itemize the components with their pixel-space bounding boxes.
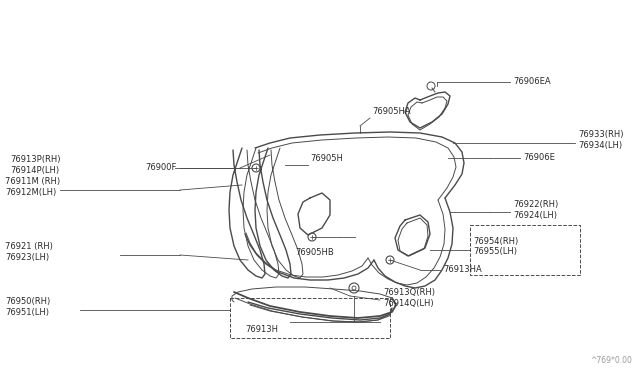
Text: 76906EA: 76906EA [513, 77, 550, 87]
Text: 76933(RH)
76934(LH): 76933(RH) 76934(LH) [578, 130, 623, 150]
Text: 76906E: 76906E [523, 154, 555, 163]
Text: 76905HB: 76905HB [295, 248, 333, 257]
Text: 76913P(RH)
76914P(LH): 76913P(RH) 76914P(LH) [10, 155, 61, 175]
Text: 76913HA: 76913HA [443, 266, 482, 275]
Text: 76921 (RH)
76923(LH): 76921 (RH) 76923(LH) [5, 242, 53, 262]
Bar [470, 225, 580, 275]
Text: 76905HA: 76905HA [372, 107, 411, 116]
Text: 76905H: 76905H [310, 154, 343, 163]
Text: 76950(RH)
76951(LH): 76950(RH) 76951(LH) [5, 297, 51, 317]
Bar [230, 298, 390, 338]
Text: 76913Q(RH)
76914Q(LH): 76913Q(RH) 76914Q(LH) [383, 288, 435, 308]
Text: 76900F: 76900F [145, 164, 177, 173]
Text: 76913H: 76913H [245, 325, 278, 334]
Text: 76922(RH)
76924(LH): 76922(RH) 76924(LH) [513, 200, 558, 220]
Text: 76911M (RH)
76912M(LH): 76911M (RH) 76912M(LH) [5, 177, 60, 197]
Text: 76954(RH)
76955(LH): 76954(RH) 76955(LH) [473, 237, 518, 256]
Text: ^769*0.00: ^769*0.00 [590, 356, 632, 365]
